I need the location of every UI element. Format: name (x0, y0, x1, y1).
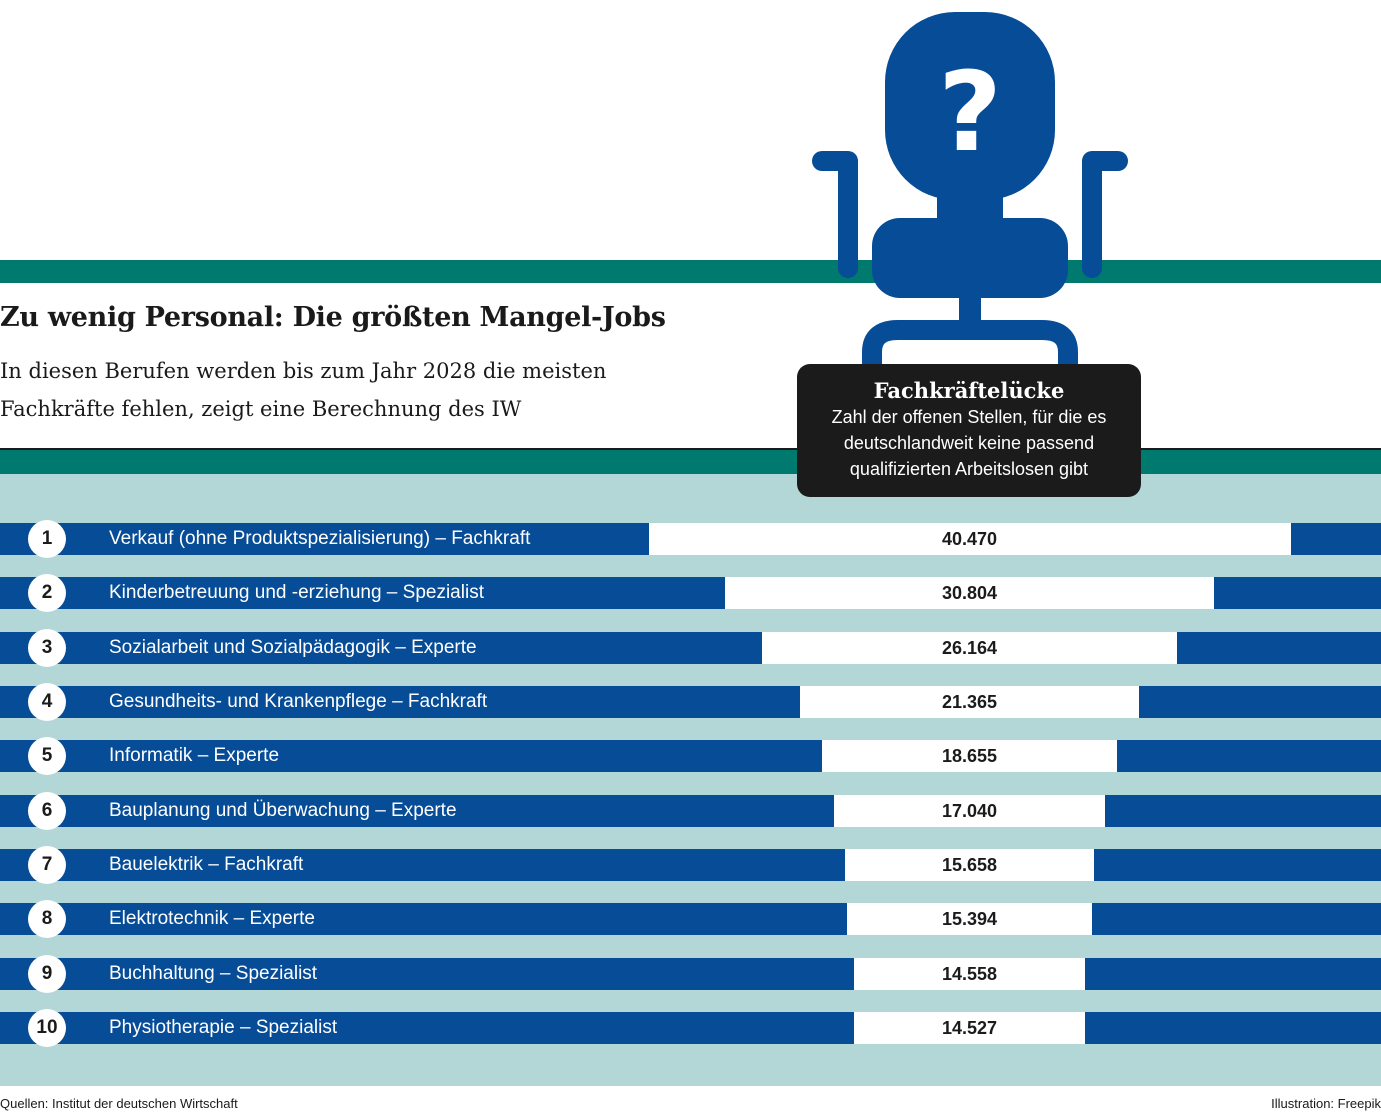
job-label: Bauelektrik – Fachkraft (109, 853, 304, 875)
value-bar (725, 577, 1214, 610)
chair-neck (937, 196, 1003, 220)
illustration-credit: Illustration: Freepik (1271, 1096, 1381, 1111)
value-bar (761, 631, 1178, 664)
job-label: Kinderbetreuung und -erziehung – Spezial… (109, 582, 484, 604)
bar-right-segment (1117, 740, 1381, 773)
rank-badge: 7 (28, 845, 66, 884)
table-row: 8 Elektrotechnik – Experte 15.394 (0, 900, 1381, 939)
table-row: 4 Gesundheits- und Krankenpflege – Fachkr… (0, 682, 1381, 721)
value-bar (854, 957, 1085, 990)
value-label: 15.394 (941, 909, 998, 930)
value-bar (800, 685, 1139, 718)
rank-badge: 9 (28, 954, 66, 993)
chair-base (862, 320, 1078, 370)
value-label: 26.164 (941, 637, 998, 658)
bar-left-segment (0, 848, 846, 881)
bar-left-segment (0, 794, 835, 827)
chair-backrest (885, 12, 1055, 200)
value-label: 14.527 (941, 1017, 998, 1038)
value-label: 17.040 (941, 800, 998, 821)
value-bar (845, 848, 1094, 881)
chair-seat (872, 218, 1068, 298)
value-label: 40.470 (941, 529, 998, 549)
chart-header-band (0, 450, 1381, 474)
legend-title: Fachkräftelücke (873, 378, 1065, 403)
bar-right-segment (1104, 794, 1381, 827)
table-row: 7 Bauelektrik – Fachkraft 15.658 (0, 845, 1381, 884)
bar-right-segment (1138, 685, 1381, 718)
bar-left-segment (0, 523, 649, 555)
job-label: Verkauf (ohne Produktspezialisierung) – … (109, 528, 531, 549)
question-mark: ? (938, 48, 1002, 176)
bar-right-segment (1084, 1011, 1381, 1044)
bar-left-segment (0, 903, 848, 936)
value-label: 14.558 (941, 963, 998, 984)
value-label: 18.655 (941, 746, 998, 767)
value-bar (854, 1011, 1085, 1044)
rank-badge: 8 (28, 900, 66, 939)
bar-right-segment (1093, 848, 1381, 881)
divider-line (0, 448, 1381, 450)
value-bar (847, 903, 1092, 936)
rank-badge: 4 (28, 682, 66, 721)
table-row: 1 Verkauf (ohne Produktspezialisierung) –… (0, 520, 1381, 558)
job-label: Buchhaltung – Spezialist (109, 962, 318, 984)
legend-description: Zahl der offenen Stellen, für die es deu… (831, 407, 1107, 479)
bar-right-segment (1091, 903, 1381, 936)
bar-right-segment (1290, 523, 1381, 555)
bar-left-segment (0, 740, 822, 773)
chair-armrest-left (812, 151, 858, 278)
table-row: 9 Buchhaltung – Spezialist 14.558 (0, 954, 1381, 993)
value-label: 15.658 (941, 854, 998, 875)
job-label: Informatik – Experte (109, 745, 280, 767)
top-accent-band (0, 260, 1381, 283)
bar-left-segment (0, 577, 726, 610)
bar-left-segment (0, 631, 762, 664)
bar-left-segment (0, 957, 855, 990)
value-label: 21.365 (941, 691, 998, 712)
bar-left-segment (0, 1011, 855, 1044)
table-row: 2 Kinderbetreuung und -erziehung – Spezia… (0, 574, 1381, 613)
bar-right-segment (1213, 577, 1381, 610)
job-label: Sozialarbeit und Sozialpädagogik – Exper… (109, 636, 477, 658)
bar-right-segment (1084, 957, 1381, 990)
page-title: Zu wenig Personal: Die größten Mangel-Jo… (0, 302, 666, 333)
value-bar (821, 740, 1118, 773)
table-row: 5 Informatik – Experte 18.655 (0, 737, 1381, 776)
job-label: Physiotherapie – Spezialist (109, 1016, 338, 1038)
rank-badge: 1 (28, 520, 66, 558)
value-bar (648, 523, 1291, 555)
table-row: 10 Physiotherapie – Spezialist 14.527 (0, 1008, 1381, 1047)
bar-right-segment (1177, 631, 1381, 664)
chair-column (959, 296, 981, 326)
job-label: Gesundheits- und Krankenpflege – Fachkra… (109, 690, 488, 712)
table-row: 3 Sozialarbeit und Sozialpädagogik – Expe… (0, 628, 1381, 667)
rank-badge: 10 (28, 1008, 66, 1047)
rank-badge: 2 (28, 574, 66, 613)
rank-badge: 6 (28, 791, 66, 830)
table-row: 6 Bauplanung und Überwachung – Experte 17.… (0, 791, 1381, 830)
rank-badge: 5 (28, 737, 66, 776)
source-note: Quellen: Institut der deutschen Wirtscha… (0, 1096, 238, 1111)
page-subtitle: In diesen Berufen werden bis zum Jahr 20… (0, 359, 607, 421)
chair-armrest-right (1082, 151, 1128, 278)
value-bar (834, 794, 1105, 827)
job-label: Bauplanung und Überwachung – Experte (109, 799, 457, 821)
rank-badge: 3 (28, 628, 66, 667)
value-label: 30.804 (941, 583, 998, 604)
chart-background (0, 474, 1381, 1086)
office-chair-question-icon: ? (812, 12, 1128, 370)
bar-left-segment (0, 685, 801, 718)
legend-box: Fachkräftelücke Zahl der offenen Stellen… (797, 364, 1141, 497)
job-label: Elektrotechnik – Experte (109, 908, 315, 930)
